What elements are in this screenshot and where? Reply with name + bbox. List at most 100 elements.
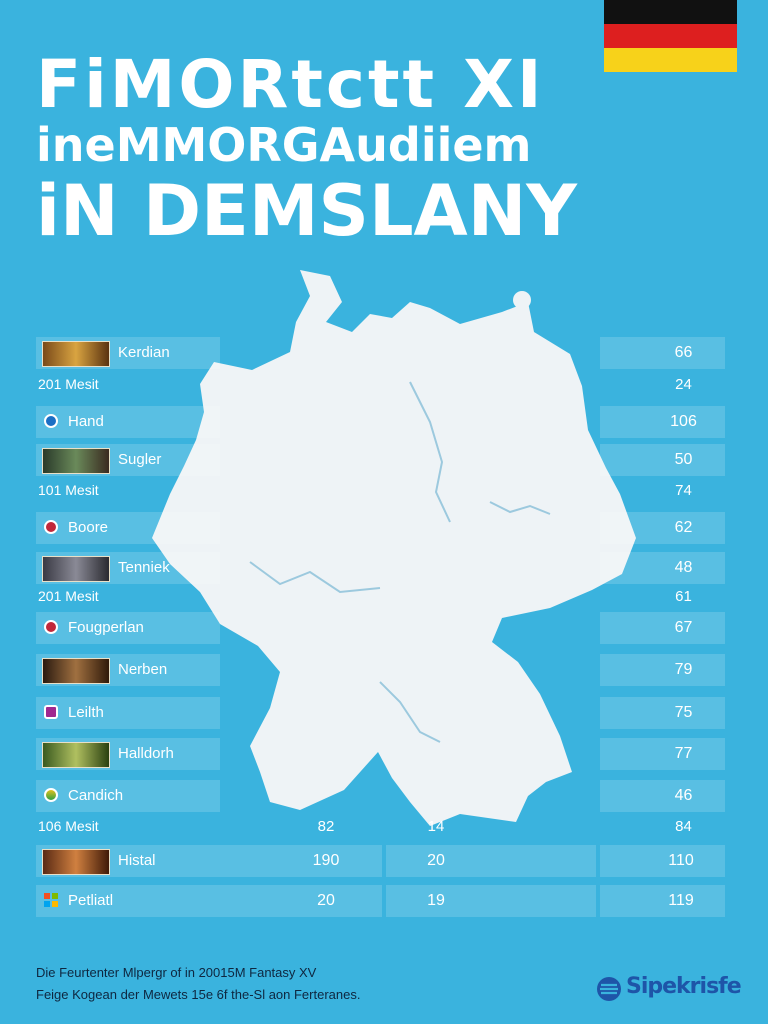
river-line xyxy=(249,561,381,594)
row-bar-right xyxy=(600,612,725,644)
game-row: Histal 190 20 110 xyxy=(36,845,725,877)
row-bar-left xyxy=(36,697,220,729)
game-row: Fougperlan 67 xyxy=(36,612,725,644)
windows-icon-tile xyxy=(52,893,58,899)
game-name: Sugler xyxy=(118,451,162,468)
footer-line-2: Feige Kogean der Mewets 15e 6f the-Sl ao… xyxy=(36,987,361,1002)
windows-icon xyxy=(44,893,58,907)
sub-row-value: 82 xyxy=(317,818,335,835)
game-value: 20 xyxy=(317,892,335,909)
footer-line-1: Die Feurtenter Mlpergr of in 20015M Fant… xyxy=(36,965,317,980)
game-value: 46 xyxy=(674,787,693,804)
circle-icon xyxy=(44,788,58,802)
row-bar-left xyxy=(36,406,220,438)
germany-map-shape xyxy=(152,270,636,826)
game-row: Tenniek 48 xyxy=(36,552,725,584)
game-value: 190 xyxy=(312,852,340,869)
sub-row-value: 84 xyxy=(675,818,692,835)
game-row: Boore 62 xyxy=(36,512,725,544)
row-bar-right xyxy=(600,406,725,438)
row-bar-right xyxy=(600,697,725,729)
circle-icon xyxy=(44,705,58,719)
game-value: 48 xyxy=(674,559,693,576)
row-bar-right xyxy=(600,552,725,584)
title-line-1: FiMORtctt XI xyxy=(36,46,545,123)
river-line xyxy=(379,681,441,743)
game-row: Kerdian 66 xyxy=(36,337,725,369)
sub-row-value: 24 xyxy=(675,376,692,393)
game-name: Leilth xyxy=(68,704,104,721)
game-thumbnail-icon xyxy=(42,849,110,875)
game-value: 106 xyxy=(670,413,697,430)
windows-icon-tile xyxy=(44,893,50,899)
brand-name: Sipekrisfe xyxy=(626,974,742,999)
game-row: Halldorh 77 xyxy=(36,738,725,770)
row-bar-middle xyxy=(386,885,596,917)
sub-row-label: 201 Mesit xyxy=(38,588,99,604)
title-line-3: iN DEMSLANY xyxy=(36,170,577,252)
game-row: Candich 46 xyxy=(36,780,725,812)
flag-stripe-gold xyxy=(604,48,737,72)
row-bar-left xyxy=(36,612,220,644)
brand-logo-stripes xyxy=(600,983,618,995)
game-name: Hand xyxy=(68,413,104,430)
sub-row: 201 Mesit 61 xyxy=(36,586,725,608)
game-thumbnail-icon xyxy=(42,341,110,367)
circle-icon xyxy=(44,414,58,428)
germany-flag xyxy=(604,0,737,72)
row-bar-right xyxy=(600,512,725,544)
game-name: Kerdian xyxy=(118,344,170,361)
brand-logo-icon xyxy=(597,977,621,1001)
game-name: Histal xyxy=(118,852,156,869)
game-value: 62 xyxy=(674,519,693,536)
row-bar-right xyxy=(600,780,725,812)
game-row: Leilth 75 xyxy=(36,697,725,729)
game-thumbnail-icon xyxy=(42,742,110,768)
game-name: Petliatl xyxy=(68,892,114,909)
game-name: Fougperlan xyxy=(68,619,144,636)
sub-row-value: 74 xyxy=(675,482,692,499)
row-bar-middle xyxy=(386,845,596,877)
game-name: Tenniek xyxy=(118,559,170,576)
game-value: 50 xyxy=(674,451,693,468)
game-name: Boore xyxy=(68,519,109,536)
row-bar-left xyxy=(36,780,220,812)
game-thumbnail-icon xyxy=(42,658,110,684)
sub-row-value: 14 xyxy=(427,818,445,835)
game-thumbnail-icon xyxy=(42,556,110,582)
row-bar-right xyxy=(600,444,725,476)
game-value: 79 xyxy=(674,661,693,678)
germany-map xyxy=(152,270,636,826)
game-value: 66 xyxy=(674,344,693,361)
row-bar-right xyxy=(600,337,725,369)
game-value: 19 xyxy=(427,892,445,909)
river-line xyxy=(409,381,451,523)
row-bar-right xyxy=(600,738,725,770)
row-bar-right xyxy=(600,885,725,917)
game-row: Nerben 79 xyxy=(36,654,725,686)
game-name: Nerben xyxy=(118,661,168,678)
sub-row: 101 Mesit 74 xyxy=(36,480,725,502)
circle-icon xyxy=(44,620,58,634)
sub-row: 201 Mesit 24 xyxy=(36,374,725,396)
game-value: 119 xyxy=(668,892,694,909)
game-value: 67 xyxy=(674,619,693,636)
game-value: 77 xyxy=(674,745,693,762)
windows-icon-tile xyxy=(52,901,58,907)
river-line xyxy=(489,501,551,515)
row-bar-right xyxy=(600,654,725,686)
game-row: Hand 106 xyxy=(36,406,725,438)
flag-stripe-red xyxy=(604,24,737,48)
circle-icon xyxy=(44,520,58,534)
sub-row-label: 201 Mesit xyxy=(38,376,99,392)
island-shape xyxy=(513,291,531,309)
sub-row-label: 101 Mesit xyxy=(38,482,99,498)
title-line-2: ineMMORGAudiiem xyxy=(36,118,532,172)
game-name: Candich xyxy=(68,787,124,804)
windows-icon-tile xyxy=(44,901,50,907)
sub-row-value: 61 xyxy=(675,588,692,605)
flag-stripe-black xyxy=(604,0,737,24)
sub-row-label: 106 Mesit xyxy=(38,818,99,834)
row-bar-left xyxy=(36,885,382,917)
game-value: 20 xyxy=(427,852,445,869)
